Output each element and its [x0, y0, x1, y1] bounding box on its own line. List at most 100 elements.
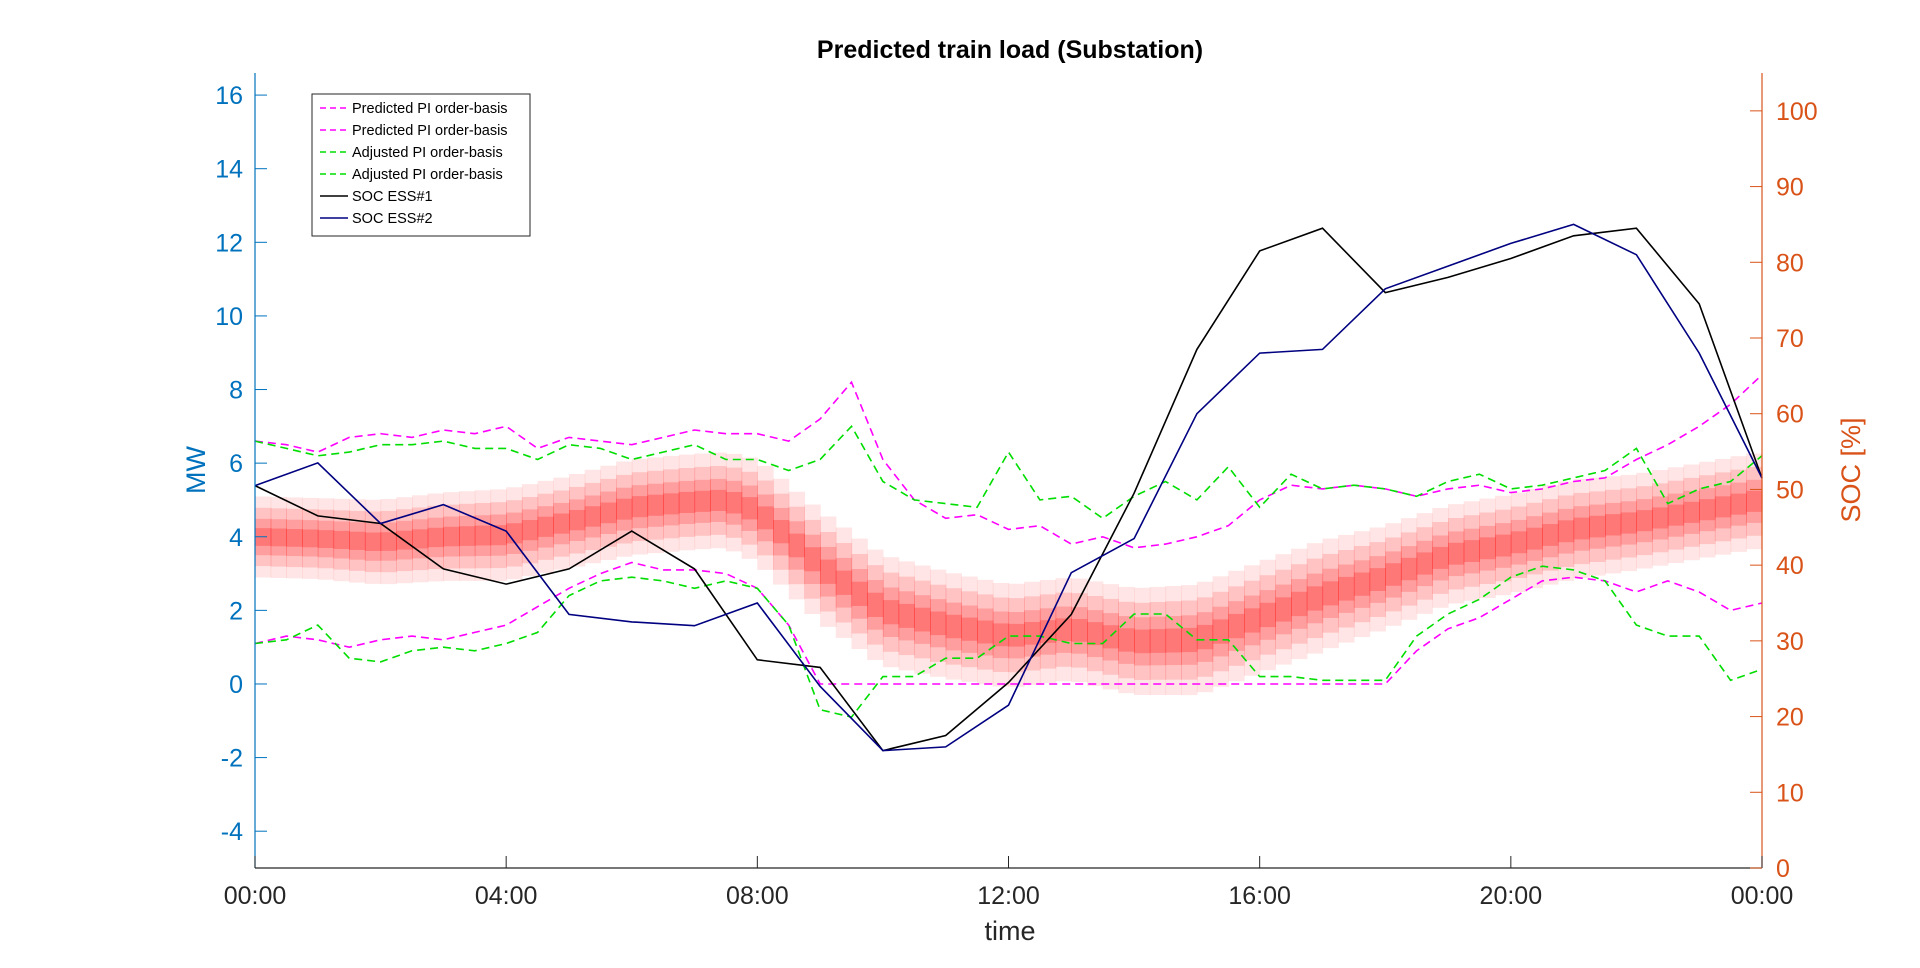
band-cell [678, 454, 696, 551]
band-cell [616, 498, 633, 520]
y-right-tick-label: 0 [1776, 855, 1790, 883]
band-cell [286, 508, 303, 568]
band-cell [1714, 472, 1732, 542]
band-cell [490, 514, 507, 556]
band-cell [1165, 586, 1182, 695]
band-cell [364, 522, 382, 561]
x-tick-label: 16:00 [1228, 882, 1291, 910]
band-cell [1259, 559, 1276, 671]
band-cell [1353, 560, 1371, 608]
x-tick-label: 20:00 [1480, 882, 1543, 910]
y-tick-label: 12 [215, 229, 243, 257]
legend-label: SOC ESS#1 [352, 189, 433, 205]
band-cell [553, 502, 570, 545]
band-cell [412, 495, 429, 583]
band-cell [1542, 524, 1559, 546]
band-cell [1448, 542, 1465, 565]
band-cell [584, 469, 601, 564]
band-cell [1510, 519, 1528, 565]
band-cell [302, 529, 319, 548]
band-cell [930, 611, 947, 636]
band-cell [459, 503, 476, 569]
band-cell [757, 506, 774, 530]
y-tick-label: 16 [215, 82, 243, 110]
band-cell [443, 504, 460, 569]
band-cell [1008, 598, 1025, 673]
band-cell [1510, 506, 1528, 578]
band-cell [584, 495, 601, 538]
legend-label: SOC ESS#2 [352, 211, 433, 227]
band-cell [851, 569, 868, 619]
y-tick-label: -2 [221, 745, 243, 773]
band-cell [1118, 616, 1135, 664]
band-cell [1306, 573, 1324, 624]
chart-title: Predicted train load (Substation) [817, 36, 1203, 64]
band-cell [412, 529, 429, 549]
band-cell [1181, 627, 1198, 653]
y-right-tick-label: 50 [1776, 476, 1804, 504]
band-cell [1526, 502, 1543, 575]
band-cell [725, 453, 743, 552]
band-cell [710, 466, 727, 535]
band-cell [851, 554, 868, 634]
band-cell [1636, 472, 1653, 569]
band-cell [1149, 629, 1167, 653]
x-tick-label: 00:00 [1731, 882, 1794, 910]
band-cell [616, 474, 633, 544]
band-cell [1055, 618, 1072, 641]
band-cell [569, 474, 586, 567]
band-cell [1228, 601, 1245, 651]
band-cell [1495, 523, 1512, 568]
band-cell [1699, 461, 1716, 558]
band-cell [1149, 616, 1167, 666]
band-cell [1573, 517, 1590, 540]
y-right-tick-label: 70 [1776, 325, 1804, 353]
band-cell [663, 469, 680, 539]
band-cell [914, 607, 931, 632]
band-cell [1244, 608, 1261, 633]
band-cell [1055, 592, 1072, 667]
band-cell [553, 490, 570, 557]
band-cell [1369, 556, 1386, 603]
band-cell [270, 497, 287, 578]
band-cell [1652, 483, 1669, 553]
band-cell [1228, 570, 1245, 682]
band-cell [1385, 551, 1402, 598]
band-cell [1385, 563, 1402, 586]
band-cell [1118, 601, 1135, 679]
band-cell [443, 526, 460, 547]
band-cell [1495, 534, 1512, 557]
band-cell [1244, 580, 1261, 661]
band-cell [694, 453, 711, 550]
band-cell [333, 510, 350, 570]
band-cell [914, 595, 931, 644]
band-cell [1605, 502, 1622, 547]
band-cell [725, 492, 743, 514]
band-cell [1479, 512, 1496, 584]
band-cell [835, 570, 853, 595]
band-cell [930, 569, 947, 677]
band-cell [961, 605, 978, 653]
x-tick-label: 08:00 [726, 882, 789, 910]
band-cell [1432, 535, 1449, 581]
band-cell [1118, 628, 1135, 652]
band-cell [1542, 485, 1559, 585]
band-cell [1338, 534, 1355, 643]
band-cell [1259, 590, 1276, 640]
band-cell [820, 516, 837, 627]
band-cell [506, 500, 523, 567]
band-cell [474, 490, 492, 581]
band-cell [1526, 516, 1543, 561]
band-cell [1636, 510, 1653, 532]
y-axis-label: MW [181, 446, 211, 494]
band-cell [302, 509, 319, 568]
band-cell [459, 515, 476, 557]
band-cell [647, 483, 664, 527]
band-cell [1212, 606, 1229, 657]
band-cell [1432, 508, 1449, 608]
band-cell [1275, 584, 1292, 635]
band-cell [1416, 513, 1433, 614]
band-cell [333, 521, 350, 559]
band-cell [1463, 515, 1480, 587]
